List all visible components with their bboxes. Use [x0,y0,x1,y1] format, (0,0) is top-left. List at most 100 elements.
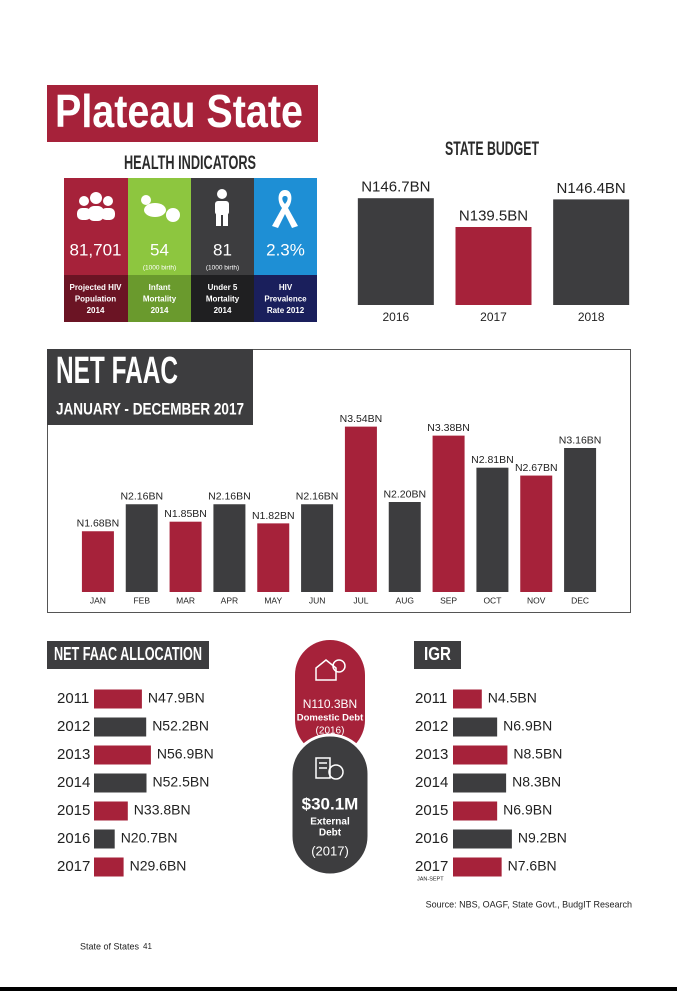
indicator-label: 2014 [87,306,105,315]
indicator-label: Population [75,295,116,304]
bar [453,857,502,877]
value-label: N2.16BN [296,491,339,503]
category-label: NOV [527,595,546,605]
bar [553,199,630,305]
bar [94,717,147,737]
child-icon [215,189,229,226]
indicator-value: 2.3% [266,240,305,259]
year-label: 2015 [415,802,448,819]
footer-text: State of States [80,941,140,951]
value-label: N52.5BN [153,774,210,790]
year-note: JAN-SEPT [417,876,444,882]
category-label: 2018 [578,310,605,324]
bar [257,523,290,592]
ribbon-icon [272,190,298,228]
value-label: N52.2BN [152,718,209,734]
bar [301,504,334,592]
page-number: 41 [143,942,152,951]
category-label: 2016 [382,310,409,324]
house-icon [315,659,346,681]
value-label: N1.85BN [164,508,207,520]
bar [476,467,509,592]
value-label: N2.81BN [471,454,514,466]
category-label: FEB [133,595,150,605]
debt-amount: $30.1M [302,794,359,813]
value-label: N146.7BN [361,179,430,196]
value-label: N2.16BN [120,491,163,503]
year-label: 2015 [57,802,90,819]
people-icon [77,192,115,221]
indicator-label: Mortality [143,295,177,304]
year-label: 2016 [415,830,448,847]
bar [453,829,512,849]
category-label: MAY [264,595,282,605]
debt-label: External [310,817,350,828]
value-label: N9.2BN [518,830,567,846]
debt-amount: N110.3BN [303,697,357,711]
category-label: 2017 [480,310,507,324]
year-label: 2017 [415,858,448,875]
chart-title: STATE BUDGET [445,139,539,160]
bar [453,745,508,765]
indicator-unit: (1000 birth) [143,265,176,272]
category-label: JUN [309,595,326,605]
bar [125,504,158,592]
bar [455,227,532,305]
year-label: 2017 [57,858,90,875]
title-banner [47,85,318,142]
bar [453,773,507,793]
bar [453,801,498,821]
debt-year: (2017) [311,843,349,858]
year-label: 2014 [415,774,448,791]
bar [432,435,465,592]
health-heading: HEALTH INDICATORS [124,153,256,174]
debt-year: (2016) [316,726,345,737]
year-label: 2011 [415,690,447,707]
value-label: N1.68BN [77,518,120,530]
source-note: Source: NBS, OAGF, State Govt., BudgIT R… [426,899,632,909]
category-label: JUL [353,595,368,605]
tile-foot [254,275,317,322]
bar [388,502,421,592]
money-icon [315,757,344,780]
indicator-unit: (1000 birth) [206,265,239,272]
category-label: JAN [90,595,106,605]
bar [564,448,597,592]
year-label: 2012 [415,718,448,735]
tile [128,178,191,275]
faac-frame [47,349,631,613]
bar [94,801,128,821]
value-label: N146.4BN [557,180,626,197]
external-debt-pill [289,733,371,877]
igr-header [414,641,461,669]
indicator-label: Mortality [206,295,240,304]
health-tiles [64,178,317,322]
category-label: DEC [571,595,589,605]
indicator-label: 2014 [151,306,169,315]
tile-foot [191,275,254,322]
value-label: N3.16BN [559,434,602,446]
bar [213,504,246,592]
value-label: N2.16BN [208,491,251,503]
category-label: OCT [483,595,501,605]
indicator-label: 2014 [214,306,232,315]
chart-title: NET FAAC ALLOCATION [54,644,202,664]
chart-title: IGR [424,644,451,664]
value-label: N33.8BN [134,802,191,818]
value-label: N2.67BN [515,462,558,474]
category-label: AUG [396,595,414,605]
bar [94,689,142,709]
indicator-label: Projected HIV [69,283,122,292]
year-label: 2013 [57,746,90,763]
value-label: N20.7BN [121,830,178,846]
baby-icon [141,195,180,222]
chart-subtitle: JANUARY - DECEMBER 2017 [56,399,244,418]
bar [357,198,434,305]
bar [453,717,498,737]
value-label: N3.54BN [340,413,383,425]
value-label: N139.5BN [459,207,528,224]
value-label: N4.5BN [488,690,537,706]
tile-foot [64,275,128,322]
